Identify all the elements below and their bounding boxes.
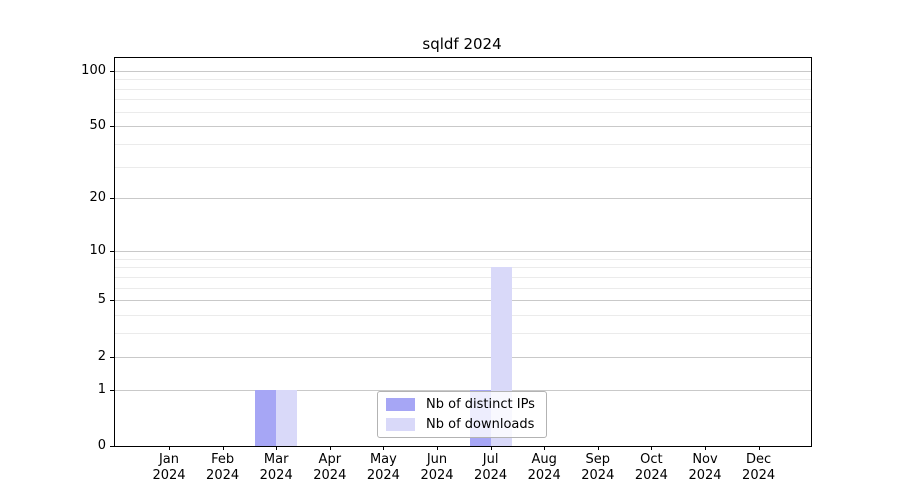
minor-gridline	[115, 99, 811, 101]
y-tick-mark	[110, 70, 114, 72]
x-tick-mark	[597, 446, 599, 450]
minor-gridline	[115, 88, 811, 90]
y-tick-label: 5	[97, 292, 106, 308]
x-tick-year: 2024	[474, 468, 508, 483]
x-tick-year: 2024	[634, 468, 668, 483]
x-tick-mark	[544, 446, 546, 450]
x-tick-label-nov: Nov 2024	[673, 452, 737, 484]
major-gridline	[115, 70, 811, 72]
x-tick-year: 2024	[688, 468, 722, 483]
y-tick-label: 20	[89, 190, 106, 206]
x-tick-year: 2024	[152, 468, 186, 483]
minor-gridline	[115, 258, 811, 260]
major-gridline	[115, 356, 811, 358]
x-tick-mark	[329, 446, 331, 450]
y-tick-label: 100	[81, 62, 106, 78]
x-tick-label-aug: Aug 2024	[512, 452, 576, 484]
x-tick-mark	[490, 446, 492, 450]
plot-area	[114, 57, 812, 447]
y-tick-label: 10	[89, 243, 106, 259]
x-tick-mark	[169, 446, 170, 450]
x-tick-mark	[705, 446, 706, 450]
legend-swatch-distinct-ips-icon	[386, 398, 415, 411]
x-tick-label-may: May 2024	[351, 452, 415, 484]
x-tick-month: Aug	[531, 452, 557, 467]
major-gridline	[115, 126, 811, 128]
legend: Nb of distinct IPs Nb of downloads	[377, 391, 547, 438]
x-tick-mark	[758, 446, 760, 450]
y-tick-mark	[110, 126, 114, 128]
legend-label-distinct-ips: Nb of distinct IPs	[426, 397, 535, 412]
x-tick-year: 2024	[581, 468, 615, 483]
x-tick-label-apr: Apr 2024	[298, 452, 362, 484]
minor-gridline	[115, 144, 811, 146]
y-tick-mark	[110, 198, 114, 200]
x-tick-label-oct: Oct 2024	[619, 452, 683, 484]
x-tick-mark	[222, 446, 224, 450]
major-gridline	[115, 198, 811, 200]
x-tick-mark	[276, 446, 278, 450]
x-tick-year: 2024	[420, 468, 454, 483]
minor-gridline	[115, 111, 811, 113]
x-tick-year: 2024	[366, 468, 400, 483]
major-gridline	[115, 251, 811, 253]
x-tick-month: Nov	[692, 452, 718, 467]
x-tick-label-jul: Jul 2024	[459, 452, 523, 484]
x-tick-month: Oct	[640, 452, 663, 467]
x-tick-year: 2024	[527, 468, 561, 483]
x-tick-month: Apr	[318, 452, 342, 467]
major-gridline	[115, 300, 811, 302]
chart-title: sqldf 2024	[422, 35, 502, 53]
bar-distinct-ips-mar	[255, 389, 277, 446]
x-tick-year: 2024	[206, 468, 240, 483]
x-tick-mark	[437, 446, 438, 450]
minor-gridline	[115, 287, 811, 289]
x-tick-month: Dec	[746, 452, 772, 467]
x-tick-label-jun: Jun 2024	[405, 452, 469, 484]
x-tick-month: Mar	[263, 452, 289, 467]
minor-gridline	[115, 333, 811, 335]
minor-gridline	[115, 276, 811, 278]
x-tick-month: Jan	[158, 452, 180, 467]
minor-gridline	[115, 166, 811, 168]
x-tick-label-feb: Feb 2024	[191, 452, 255, 484]
y-tick-mark	[110, 446, 114, 447]
major-gridline	[115, 389, 811, 391]
x-tick-label-dec: Dec 2024	[727, 452, 791, 484]
x-tick-mark	[651, 446, 653, 450]
y-tick-label: 50	[89, 118, 106, 134]
x-tick-label-mar: Mar 2024	[244, 452, 308, 484]
bar-downloads-mar	[276, 389, 298, 446]
legend-label-downloads: Nb of downloads	[426, 417, 535, 432]
y-tick-mark	[110, 389, 114, 391]
legend-item-distinct-ips: Nb of distinct IPs	[386, 397, 538, 412]
x-tick-year: 2024	[313, 468, 347, 483]
x-tick-mark	[383, 446, 385, 450]
x-tick-year: 2024	[742, 468, 776, 483]
y-tick-mark	[110, 356, 114, 358]
x-tick-month: May	[369, 452, 397, 467]
minor-gridline	[115, 315, 811, 317]
minor-gridline	[115, 79, 811, 81]
legend-item-downloads: Nb of downloads	[386, 417, 538, 432]
x-tick-month: Feb	[211, 452, 235, 467]
x-tick-label-jan: Jan 2024	[137, 452, 201, 484]
y-tick-label: 1	[97, 381, 106, 397]
x-tick-month: Jul	[482, 452, 499, 467]
x-tick-month: Jun	[426, 452, 448, 467]
legend-swatch-downloads-icon	[386, 418, 415, 431]
y-tick-mark	[110, 300, 114, 302]
x-tick-year: 2024	[259, 468, 293, 483]
y-tick-mark	[110, 251, 114, 253]
y-tick-label: 2	[97, 348, 106, 364]
x-tick-label-sep: Sep 2024	[566, 452, 630, 484]
x-tick-month: Sep	[585, 452, 611, 467]
minor-gridline	[115, 267, 811, 269]
y-tick-label: 0	[97, 438, 106, 453]
